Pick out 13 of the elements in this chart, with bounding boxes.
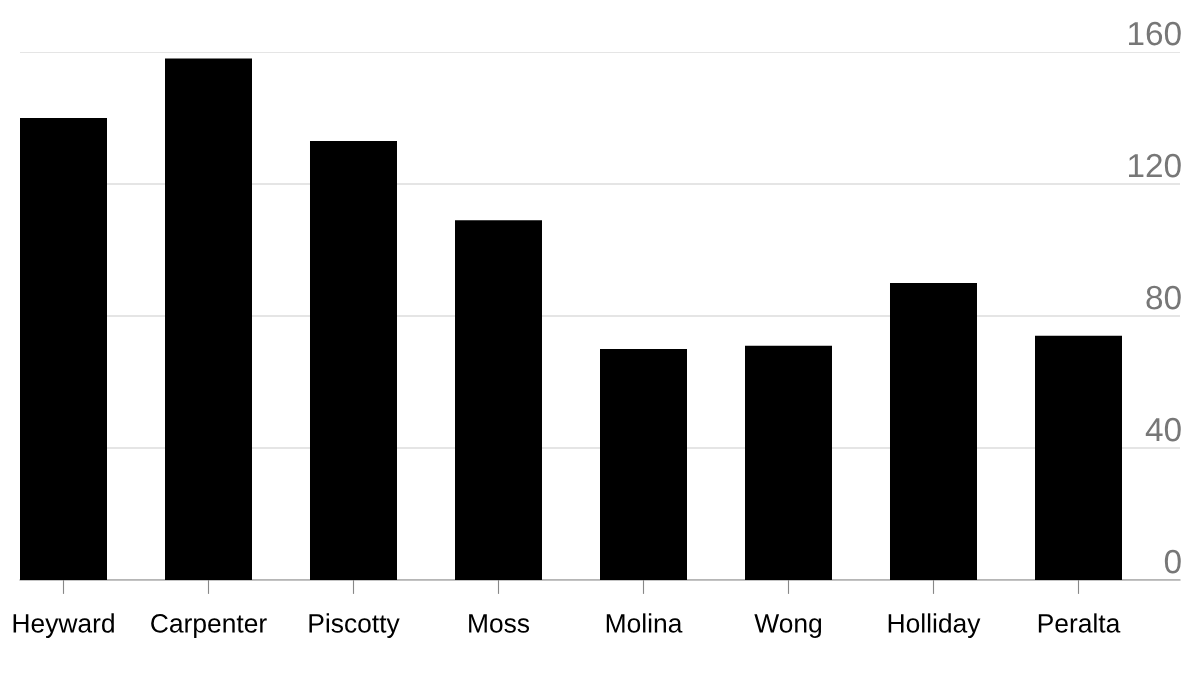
y-tick-label: 160 xyxy=(1129,21,1181,46)
x-tick-label: Peralta xyxy=(1038,613,1121,633)
x-tick-label: Heyward xyxy=(13,613,114,638)
x-tick-label: Molina xyxy=(606,613,683,633)
x-tick-label: Holliday xyxy=(888,613,981,638)
y-tick-label: 120 xyxy=(1129,153,1181,178)
y-tick-label: 80 xyxy=(1146,285,1181,310)
x-tick-label: Piscotty xyxy=(309,613,400,638)
y-tick-label: 40 xyxy=(1145,417,1181,442)
x-tick-label: Carpenter xyxy=(151,614,267,638)
x-tick-label: Wong xyxy=(754,614,822,638)
x-tick-label: Moss xyxy=(469,614,530,633)
y-tick-label: 0 xyxy=(1164,549,1181,574)
